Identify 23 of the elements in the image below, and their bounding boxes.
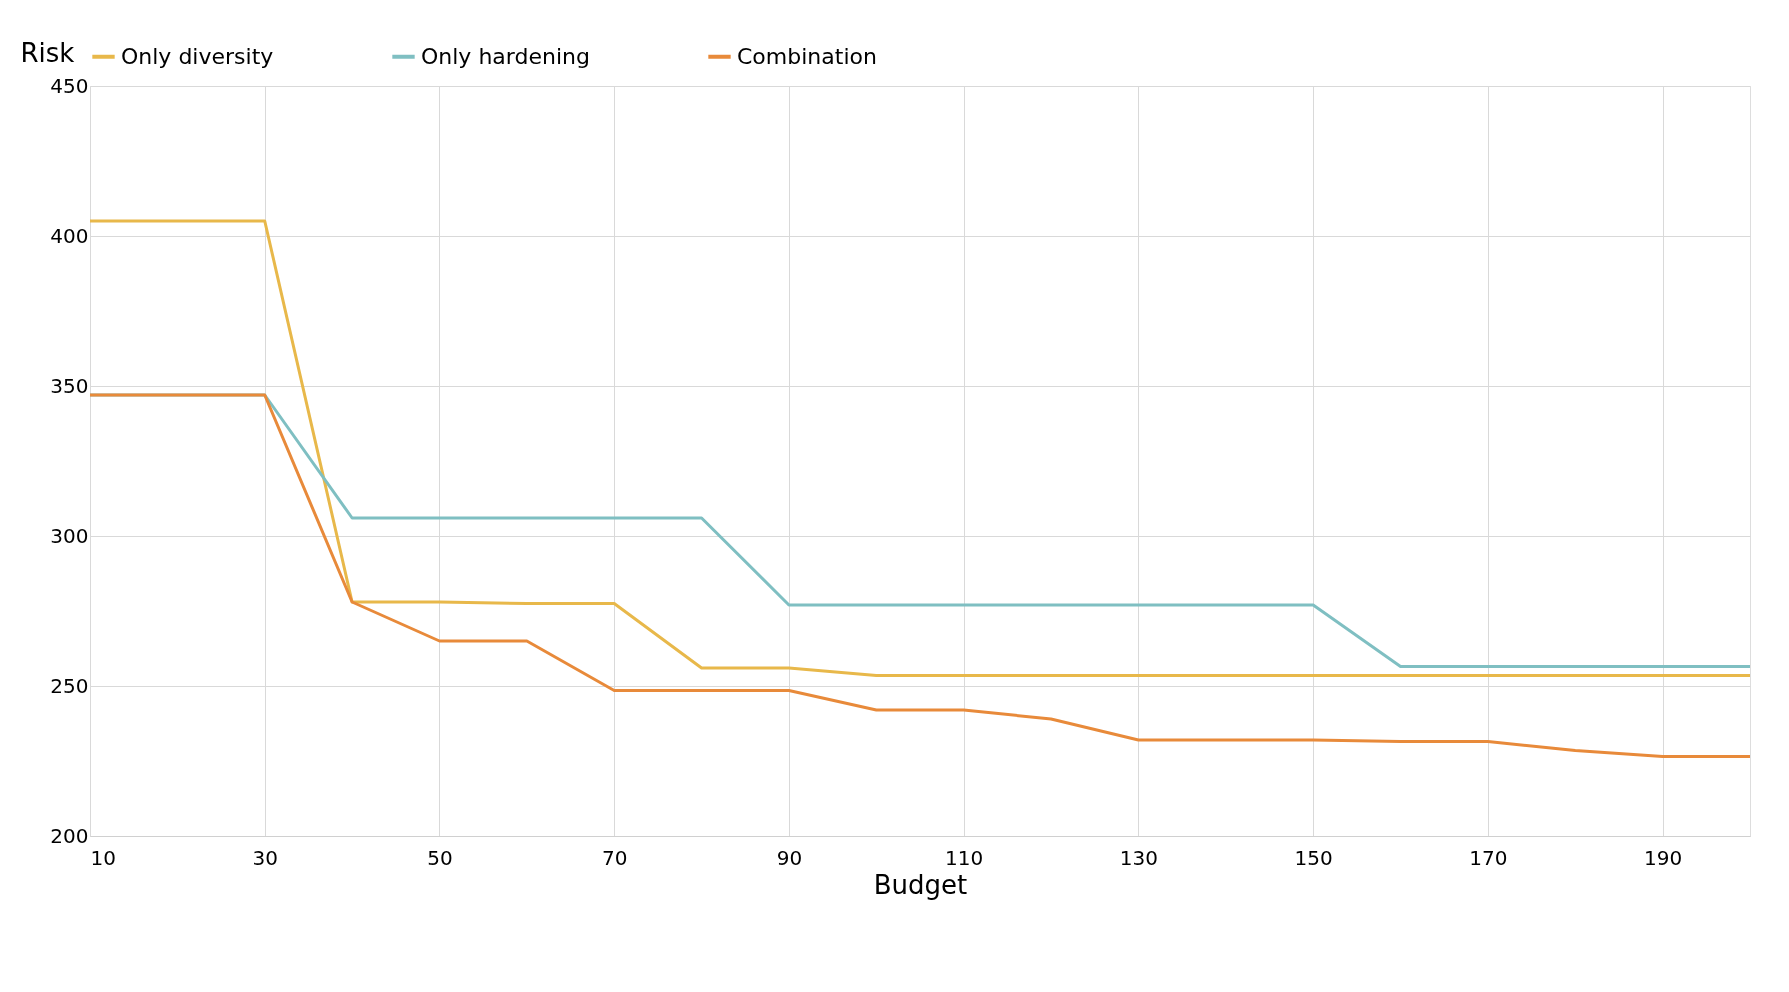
y-tick-label: 300 <box>50 523 89 548</box>
x-tick-label: 10 <box>90 845 116 870</box>
x-tick-label: 150 <box>1294 845 1333 870</box>
x-tick-label: 190 <box>1644 845 1683 870</box>
legend-label: Only diversity <box>121 43 274 69</box>
x-tick-label: 50 <box>427 845 453 870</box>
x-tick-label: 110 <box>945 845 984 870</box>
y-tick-label: 250 <box>50 673 89 698</box>
y-tick-label: 450 <box>50 73 89 98</box>
x-tick-label: 70 <box>601 845 628 870</box>
line-series <box>88 393 1752 758</box>
legend-label: Only hardening <box>421 43 590 69</box>
x-tick-label: 30 <box>252 845 278 870</box>
x-axis-title: Budget <box>873 869 968 900</box>
y-tick-label: 350 <box>50 373 89 398</box>
x-tick-label: 130 <box>1119 845 1159 870</box>
line-series <box>88 219 1752 677</box>
y-tick-label: 200 <box>50 823 89 848</box>
x-tick-label: 170 <box>1469 845 1508 870</box>
y-axis-title: Risk <box>20 37 75 68</box>
y-tick-label: 400 <box>50 223 89 248</box>
legend-label: Combination <box>737 43 877 69</box>
x-tick-label: 90 <box>776 845 803 870</box>
